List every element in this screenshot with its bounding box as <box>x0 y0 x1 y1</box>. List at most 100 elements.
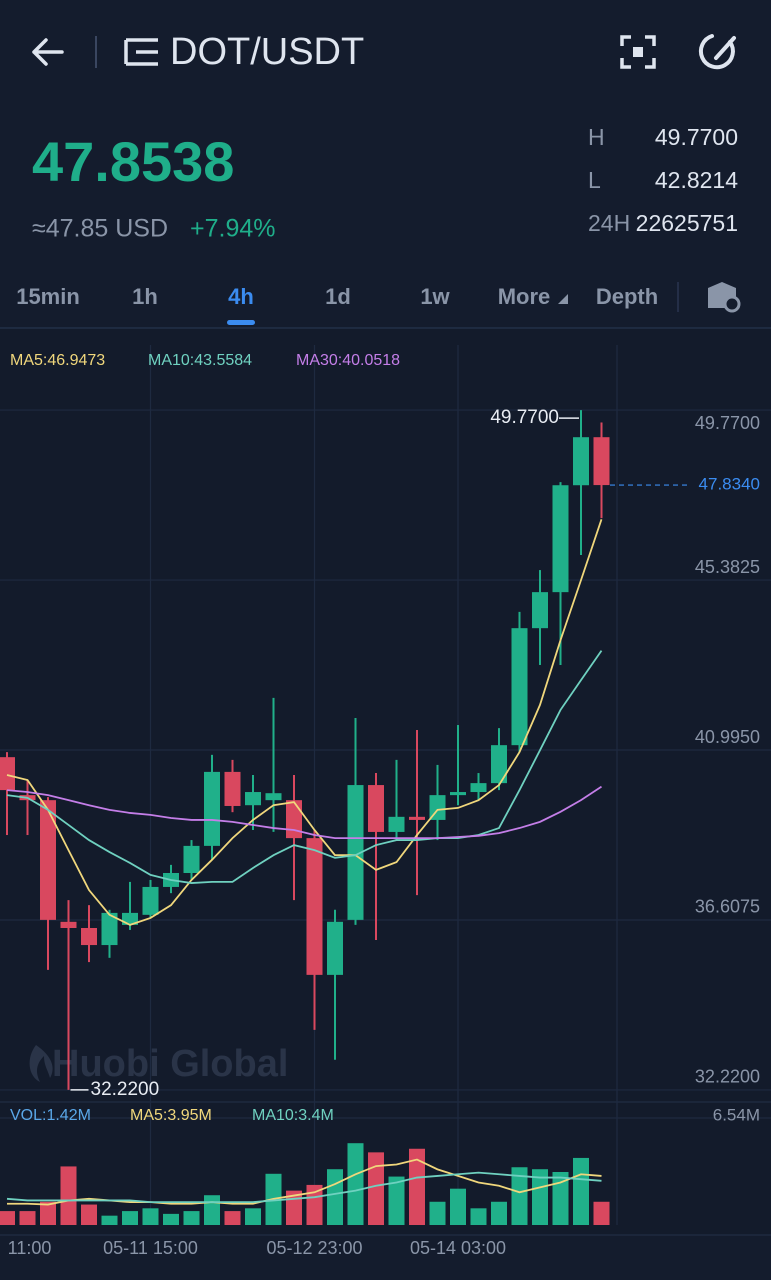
volume-legend: VOL:1.42M <box>10 1107 91 1124</box>
volume-bar <box>347 1143 364 1225</box>
stat-label: L <box>588 167 601 193</box>
candle-body <box>204 771 220 846</box>
tab[interactable]: Depth <box>596 284 658 309</box>
volume-bar <box>450 1188 466 1225</box>
volume-bar <box>327 1169 343 1225</box>
candle-body <box>593 437 610 486</box>
candle-body <box>101 912 118 946</box>
stat-label: H <box>588 124 605 150</box>
tab[interactable]: 1d <box>325 284 351 309</box>
volume-bar <box>101 1215 118 1225</box>
x-tick-label: 05-14 03:00 <box>410 1238 506 1258</box>
candle-body <box>245 792 261 806</box>
candle-body <box>552 485 569 593</box>
ma-legend: MA30:40.0518 <box>296 352 400 369</box>
volume-bar <box>573 1157 589 1225</box>
last-price: 47.8538 <box>32 130 234 193</box>
volume-bar <box>224 1211 241 1225</box>
candle-body <box>40 800 56 920</box>
tab[interactable]: More <box>498 284 551 309</box>
ma-line <box>6 1171 602 1203</box>
volume-bar <box>163 1213 179 1225</box>
volume-bar <box>81 1204 97 1225</box>
ma-legend: MA10:43.5584 <box>148 352 252 369</box>
volume-bar <box>532 1169 548 1225</box>
tab[interactable]: 15min <box>16 284 80 309</box>
candle-body <box>470 783 487 793</box>
scan-icon[interactable] <box>620 35 656 69</box>
y-tick-label: 40.9950 <box>695 727 760 747</box>
y-tick-label: 49.7700 <box>695 413 760 433</box>
y-tick-label: 36.6075 <box>695 897 760 917</box>
tab[interactable]: 1h <box>132 284 158 309</box>
usd-price: ≈47.85 USD <box>32 215 168 243</box>
x-tick-label: 05-11 15:00 <box>103 1238 198 1258</box>
chart-background <box>0 328 771 1235</box>
candle-body <box>142 886 159 915</box>
chart: 49.7700 45.3825 40.9950 36.6075 32.2200 11:00… <box>0 345 771 1258</box>
candle-body <box>491 745 507 784</box>
menu-icon[interactable] <box>124 38 158 66</box>
volume-bar <box>511 1167 528 1225</box>
stat-label: 24H <box>588 210 630 236</box>
volume-bar <box>183 1211 200 1225</box>
candle-body <box>573 437 589 486</box>
low-marker-label: 32.2200 <box>91 1079 160 1100</box>
tab[interactable]: 4h <box>228 284 254 309</box>
tabs: 15min 1h 4h 1d 1w More Depth <box>16 284 658 325</box>
last-price-label: 47.8340 <box>699 475 760 494</box>
candle-body <box>409 816 425 820</box>
y-tick-label: 32.2200 <box>695 1067 760 1087</box>
candle-body <box>450 792 466 796</box>
volume-bar <box>552 1171 569 1225</box>
volume-bar <box>60 1166 77 1225</box>
volume-tick-label: 6.54M <box>713 1105 760 1124</box>
volume-ma-legend: MA10:3.4M <box>252 1107 334 1124</box>
tab-indicator <box>227 320 255 325</box>
stat-value: 42.8214 <box>655 167 738 193</box>
candle-body <box>0 757 15 791</box>
candle-body <box>60 921 77 929</box>
candle-body <box>183 845 200 873</box>
y-tick-label: 45.3825 <box>695 557 760 577</box>
volume-bar <box>409 1148 425 1225</box>
volume-bar <box>368 1152 384 1225</box>
candle-body <box>81 928 97 946</box>
volume-bar <box>593 1201 610 1225</box>
watermark: Huobi Global <box>52 1043 288 1085</box>
back-button[interactable] <box>32 38 64 66</box>
stat-value: 22625751 <box>636 210 738 236</box>
candle-body <box>368 785 384 832</box>
volume-bar <box>388 1176 405 1225</box>
candle-body <box>306 838 323 975</box>
volume-bar <box>142 1208 159 1225</box>
volume-bar <box>491 1201 507 1225</box>
settings-icon[interactable] <box>708 282 741 313</box>
refresh-icon[interactable] <box>698 34 736 70</box>
stat-value: 49.7700 <box>655 124 738 150</box>
volume-bar <box>470 1208 487 1225</box>
stats: H 49.7700 L 42.8214 24H 22625751 <box>588 124 738 236</box>
volume-bar <box>40 1201 56 1225</box>
x-tick-label: 05-12 23:00 <box>266 1238 362 1258</box>
high-marker-label: 49.7700 <box>490 407 559 428</box>
volume-bar <box>0 1211 15 1225</box>
candle-body <box>122 912 138 925</box>
candle-body <box>347 785 364 920</box>
x-tick-label: 11:00 <box>8 1238 52 1258</box>
candle-body <box>224 771 241 806</box>
volume-bar <box>306 1184 323 1225</box>
volume-bar <box>204 1195 220 1225</box>
ma-legend: MA5:46.9473 <box>10 352 105 369</box>
candle-body <box>511 628 528 746</box>
ma-line <box>6 519 603 926</box>
volume-bar <box>429 1201 446 1225</box>
ma-line <box>6 650 603 884</box>
dropdown-arrow <box>558 294 568 304</box>
ma-line <box>6 785 602 840</box>
watermark-logo <box>29 1045 53 1082</box>
tab[interactable]: 1w <box>420 284 450 309</box>
candle-body <box>327 921 343 975</box>
